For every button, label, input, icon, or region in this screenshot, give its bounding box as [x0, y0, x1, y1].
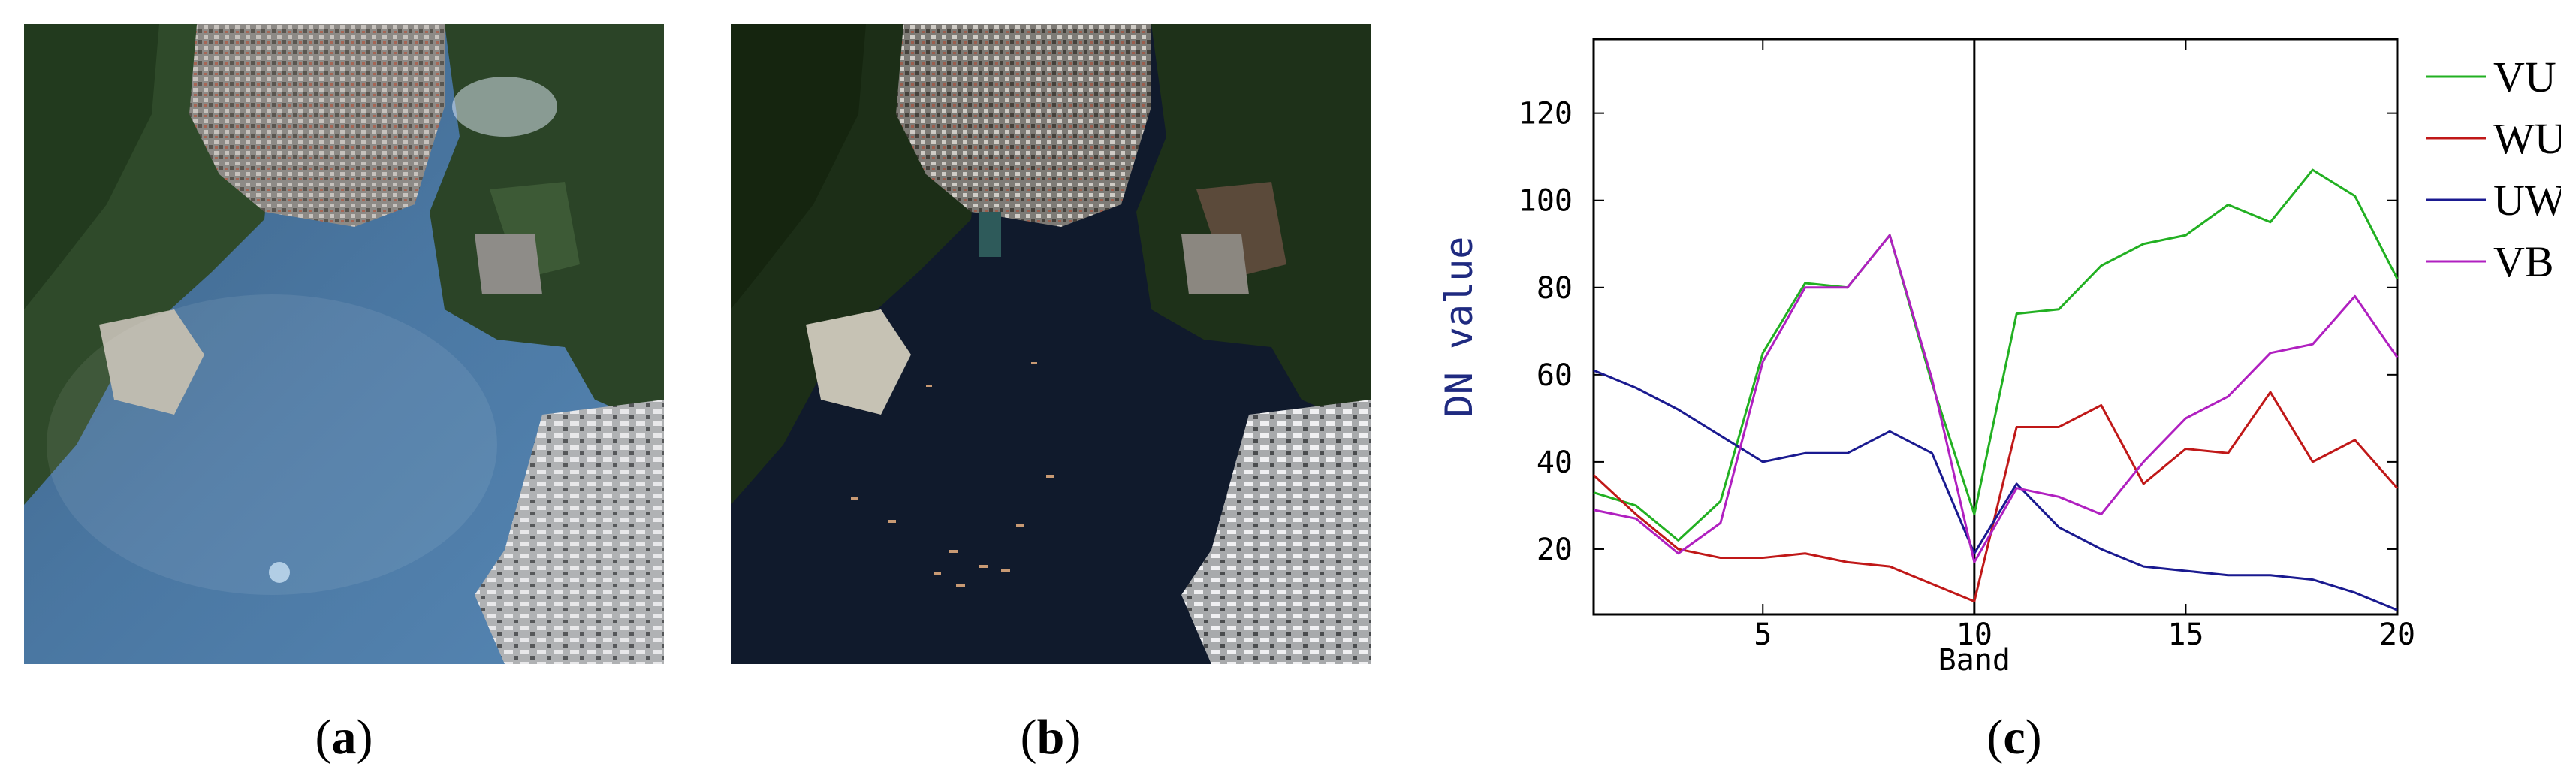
series-line-wu — [1592, 391, 2399, 603]
y-axis-label: DN value — [1437, 237, 1481, 418]
legend-label-wu: WU — [2493, 114, 2561, 163]
y-tick-label: 60 — [1537, 358, 1573, 393]
y-tick-label: 20 — [1537, 533, 1573, 567]
series-line-vb — [1593, 234, 2399, 563]
y-tick-label: 40 — [1537, 445, 1573, 480]
satellite-image-b — [731, 24, 1371, 664]
series-line-vu — [1593, 168, 2399, 542]
y-tick-label: 120 — [1519, 97, 1573, 131]
caption-a: (a) — [315, 710, 373, 765]
plot-frame — [1592, 38, 2399, 616]
series-line-uw — [1593, 369, 2398, 611]
x-tick-label: 5 — [1754, 617, 1772, 652]
x-tick-label: 10 — [1956, 617, 1992, 652]
satellite-image-a-graphic — [24, 24, 664, 664]
legend-label-uw: UW — [2493, 176, 2561, 225]
legend-label-vb: VB — [2493, 237, 2554, 286]
y-tick-label: 80 — [1537, 271, 1573, 306]
x-tick-label: 20 — [2379, 617, 2415, 652]
caption-c: (c) — [1986, 710, 2042, 765]
spectral-chart: 20 40 60 80 100 120 5 10 15 20 Band DN value VU WU UW… — [1437, 38, 2561, 678]
caption-b: (b) — [1020, 710, 1081, 765]
x-axis-label: Band — [1938, 643, 2010, 678]
y-tick-label: 100 — [1519, 184, 1573, 219]
x-tick-label: 15 — [2167, 617, 2203, 652]
satellite-image-a — [24, 24, 664, 664]
legend-label-vu: VU — [2493, 53, 2556, 101]
satellite-image-b-graphic — [731, 24, 1371, 664]
